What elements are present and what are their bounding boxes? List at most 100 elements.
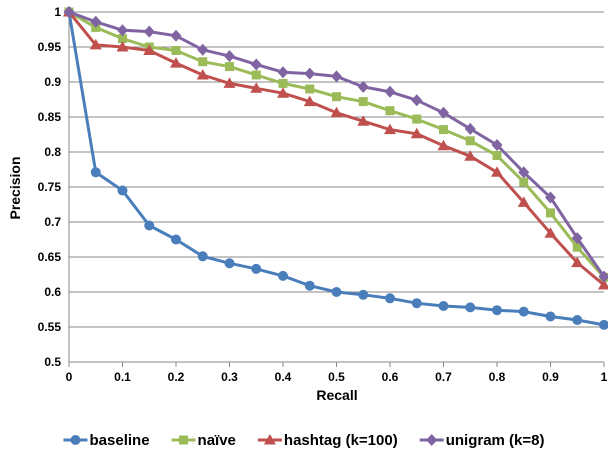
data-point bbox=[277, 87, 289, 98]
data-point bbox=[170, 57, 182, 68]
data-point bbox=[118, 34, 127, 44]
data-point bbox=[439, 125, 448, 135]
data-point bbox=[89, 38, 102, 50]
data-point bbox=[545, 191, 556, 204]
legend-marker-group bbox=[263, 434, 276, 445]
data-point bbox=[197, 43, 209, 56]
data-point bbox=[250, 58, 262, 71]
data-point bbox=[385, 293, 395, 304]
x-tick-label: 0.4 bbox=[275, 370, 292, 384]
data-point bbox=[116, 41, 129, 52]
y-tick-label: 0.6 bbox=[44, 285, 61, 299]
legend-label: baseline bbox=[90, 432, 150, 449]
data-point bbox=[571, 232, 583, 245]
data-point bbox=[411, 94, 423, 107]
data-point bbox=[517, 196, 530, 207]
x-tick-label: 0.3 bbox=[221, 370, 238, 384]
data-point bbox=[599, 319, 608, 330]
data-point bbox=[385, 106, 395, 116]
x-tick-label: 0.6 bbox=[382, 370, 399, 384]
x-tick-label: 0.1 bbox=[114, 370, 131, 384]
x-tick-label: 0 bbox=[66, 370, 73, 384]
data-point bbox=[598, 270, 608, 283]
legend-marker-group bbox=[426, 434, 438, 446]
data-point bbox=[357, 115, 370, 126]
data-point bbox=[437, 139, 450, 151]
y-tick-label: 0.85 bbox=[38, 110, 62, 124]
data-point bbox=[384, 123, 396, 135]
data-point bbox=[518, 166, 530, 179]
gridlines bbox=[69, 11, 604, 328]
data-point bbox=[171, 46, 181, 55]
legend-item-1: naïve bbox=[171, 432, 236, 449]
x-tick-label: 1 bbox=[601, 370, 608, 384]
series-3 bbox=[63, 6, 608, 283]
data-point bbox=[90, 15, 102, 28]
axes bbox=[68, 12, 605, 367]
y-tick-label: 0.8 bbox=[44, 145, 61, 159]
data-point bbox=[438, 106, 449, 119]
data-point bbox=[196, 69, 209, 80]
legend: baseline naïve hashtag (k=100) unigram (k=8… bbox=[63, 432, 544, 449]
data-point bbox=[465, 302, 476, 313]
data-point bbox=[464, 150, 477, 161]
data-point bbox=[278, 270, 288, 281]
data-point bbox=[63, 6, 75, 18]
data-point bbox=[250, 82, 263, 93]
data-point bbox=[143, 25, 155, 38]
data-point bbox=[492, 305, 502, 316]
data-point bbox=[464, 122, 476, 135]
y-tick-label: 0.9 bbox=[44, 75, 61, 89]
x-tick-label: 0.9 bbox=[542, 370, 559, 384]
data-point bbox=[410, 127, 423, 139]
data-point bbox=[598, 279, 608, 290]
data-point bbox=[519, 177, 529, 187]
legend-label: hashtag (k=100) bbox=[284, 432, 398, 449]
series-group bbox=[63, 6, 608, 330]
legend-label: naïve bbox=[198, 432, 236, 449]
x-tick-label: 0.7 bbox=[435, 370, 452, 384]
data-point bbox=[251, 263, 262, 274]
data-point bbox=[144, 220, 155, 231]
y-axis-title: Precision bbox=[7, 156, 23, 219]
legend-item-0: baseline bbox=[63, 432, 150, 449]
data-point bbox=[572, 242, 582, 252]
data-point bbox=[198, 57, 208, 67]
data-point bbox=[465, 136, 475, 146]
data-point bbox=[358, 289, 369, 300]
data-point bbox=[224, 258, 235, 269]
legend-marker bbox=[179, 435, 189, 445]
data-point bbox=[171, 234, 181, 245]
data-point bbox=[117, 185, 128, 196]
data-point bbox=[223, 77, 236, 88]
data-point bbox=[411, 298, 422, 309]
data-point bbox=[225, 62, 234, 72]
legend-item-3: unigram (k=8) bbox=[419, 432, 544, 449]
data-point bbox=[331, 287, 342, 297]
data-point bbox=[143, 44, 156, 55]
y-tick-label: 0.65 bbox=[38, 250, 62, 264]
data-point bbox=[303, 95, 316, 107]
data-point bbox=[224, 50, 235, 63]
x-tick-labels: 0 0.1 0.2 0.3 0.4 0.5 0.6 0.7 0.8 0.9 1 bbox=[66, 370, 608, 384]
y-tick-label: 0.55 bbox=[38, 320, 62, 334]
data-point bbox=[170, 29, 182, 42]
y-tick-label: 0.7 bbox=[44, 215, 61, 229]
x-axis-title: Recall bbox=[316, 387, 357, 403]
data-point bbox=[438, 301, 449, 311]
y-tick-label: 1 bbox=[54, 5, 61, 19]
data-point bbox=[571, 256, 584, 268]
y-tick-label: 0.95 bbox=[38, 40, 62, 54]
data-point bbox=[277, 66, 289, 79]
data-point bbox=[518, 306, 529, 317]
data-point bbox=[90, 167, 101, 178]
data-point bbox=[330, 106, 343, 118]
data-point bbox=[544, 227, 557, 238]
series-2 bbox=[63, 6, 608, 290]
legend-marker bbox=[70, 435, 81, 445]
series-0 bbox=[64, 7, 608, 330]
data-point bbox=[278, 78, 288, 88]
data-point bbox=[305, 84, 315, 94]
data-point bbox=[384, 85, 396, 98]
